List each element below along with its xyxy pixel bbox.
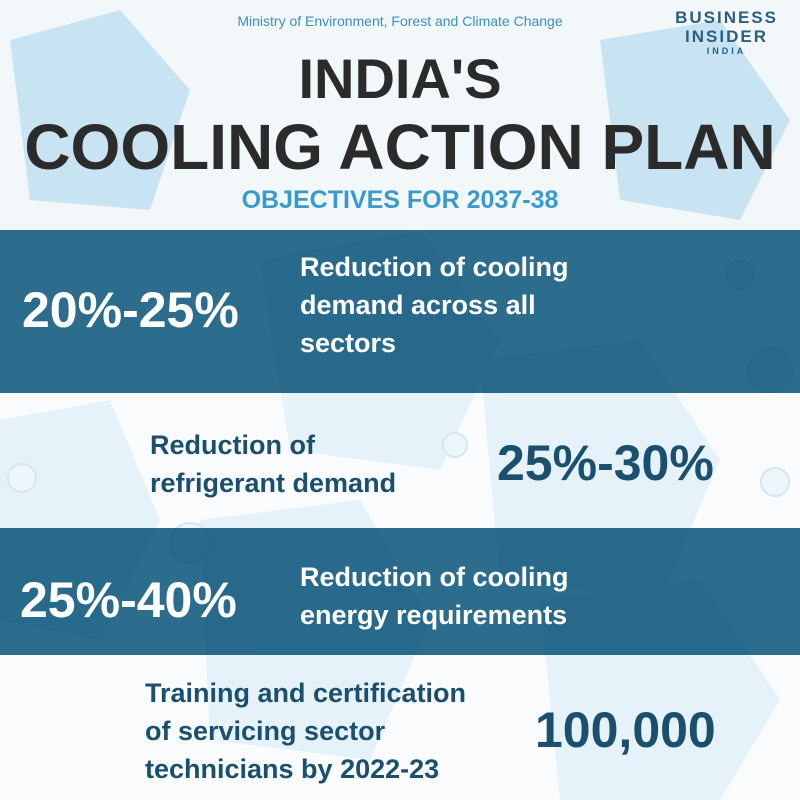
band-light	[0, 655, 800, 800]
objective-description: refrigerant demand	[150, 468, 397, 498]
objective-description: sectors	[300, 328, 397, 358]
objective-description: Reduction of	[150, 430, 315, 460]
objective-figure: 25%-40%	[20, 572, 237, 628]
band-dark	[0, 230, 800, 393]
logo-line: INDIA	[706, 46, 747, 56]
objective-description: technicians by 2022-23	[145, 754, 440, 784]
objective-description: Reduction of cooling	[300, 562, 569, 592]
logo-line: BUSINESS	[675, 8, 778, 27]
objective-figure: 20%-25%	[22, 282, 239, 338]
logo-line: INSIDER	[685, 27, 769, 46]
source: Ministry of Environment, Forest and Clim…	[237, 13, 563, 29]
band-light	[0, 393, 800, 528]
objective-description: Training and certification	[145, 678, 467, 708]
objective-description: Reduction of cooling	[300, 252, 569, 282]
objective-description: of servicing sector	[145, 716, 386, 746]
objective-figure: 100,000	[535, 702, 716, 758]
objective-description: demand across all	[300, 290, 536, 320]
band-dark	[0, 528, 800, 655]
objective-description: energy requirements	[300, 600, 568, 630]
logo: BUSINESS INSIDER INDIA	[675, 8, 778, 56]
objective-figure: 25%-30%	[497, 435, 714, 491]
title-line: INDIA'S	[298, 47, 502, 110]
subtitle: OBJECTIVES FOR 2037-38	[241, 186, 559, 214]
title-line: COOLING ACTION PLAN	[24, 111, 776, 183]
